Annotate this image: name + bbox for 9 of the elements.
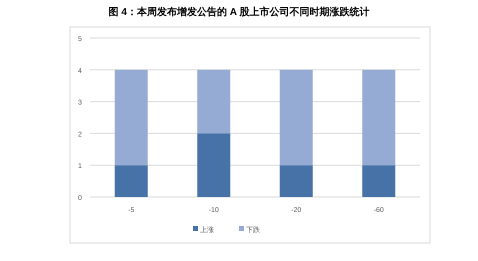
bar bbox=[280, 70, 313, 166]
chart-title: 图 4：本周发布增发公告的 A 股上市公司不同时期涨跌统计 bbox=[108, 6, 370, 18]
bar bbox=[362, 165, 396, 197]
bar bbox=[114, 165, 148, 197]
bar bbox=[197, 70, 230, 134]
bar bbox=[114, 70, 148, 166]
bar bbox=[280, 165, 313, 197]
bar bbox=[197, 133, 230, 197]
bar bbox=[362, 70, 396, 166]
